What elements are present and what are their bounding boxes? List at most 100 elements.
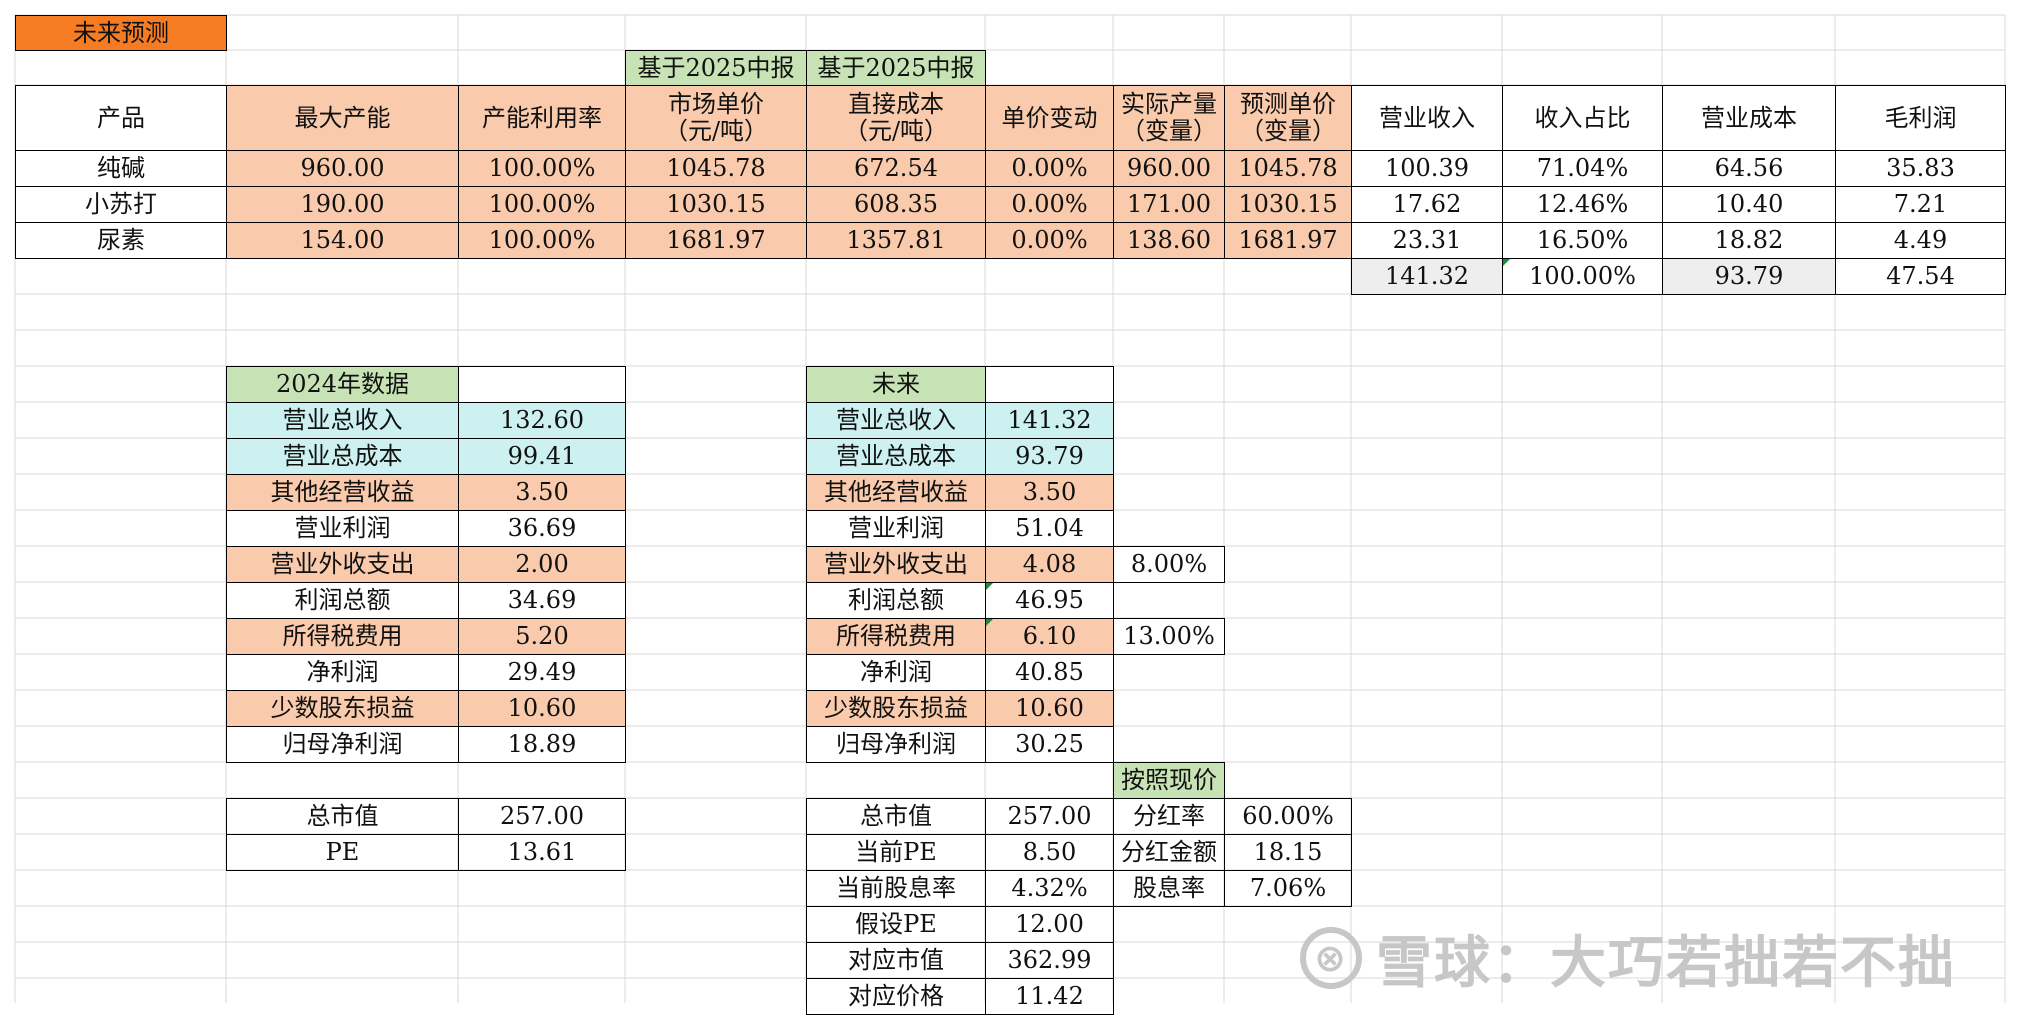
products-header-cell[interactable]: 实际产量 （变量） (1113, 85, 1225, 151)
future-label[interactable]: 营业外收支出 (806, 546, 986, 583)
future-label[interactable]: 归母净利润 (806, 726, 986, 763)
data2024-label[interactable]: 营业外收支出 (226, 546, 459, 583)
products-cell[interactable]: 小苏打 (15, 186, 227, 223)
data2024-value[interactable]: 29.49 (458, 654, 626, 691)
future-valuation-value[interactable]: 362.99 (985, 942, 1114, 979)
products-cell[interactable]: 960.00 (1113, 150, 1225, 187)
products-total-cell[interactable]: 47.54 (1835, 258, 2006, 295)
products-cell[interactable]: 171.00 (1113, 186, 1225, 223)
future-rate[interactable]: 8.00% (1113, 546, 1225, 583)
future-valuation-label[interactable]: 对应价格 (806, 978, 986, 1015)
products-header-cell[interactable]: 直接成本 （元/吨） (806, 85, 986, 151)
products-cell[interactable]: 23.31 (1351, 222, 1503, 259)
data2024-value[interactable]: 36.69 (458, 510, 626, 547)
future-valuation-value[interactable]: 11.42 (985, 978, 1114, 1015)
data2024-valuation-value[interactable]: 257.00 (458, 798, 626, 835)
products-cell[interactable]: 608.35 (806, 186, 986, 223)
future-label[interactable]: 少数股东损益 (806, 690, 986, 727)
products-header-cell[interactable]: 毛利润 (1835, 85, 2006, 151)
future-value[interactable]: 3.50 (985, 474, 1114, 511)
data2024-label[interactable]: 其他经营收益 (226, 474, 459, 511)
products-total-cell[interactable]: 100.00% (1502, 258, 1663, 295)
products-header-cell[interactable]: 营业收入 (1351, 85, 1503, 151)
products-cell[interactable]: 1681.97 (1224, 222, 1352, 259)
future-valuation-value[interactable]: 12.00 (985, 906, 1114, 943)
data2024-value[interactable]: 5.20 (458, 618, 626, 655)
products-cell[interactable]: 尿素 (15, 222, 227, 259)
data2024-value[interactable]: 99.41 (458, 438, 626, 475)
data2024-value[interactable]: 3.50 (458, 474, 626, 511)
future-label[interactable]: 营业总成本 (806, 438, 986, 475)
products-cell[interactable]: 1681.97 (625, 222, 807, 259)
future-rate[interactable]: 13.00% (1113, 618, 1225, 655)
future-title[interactable]: 未来 (806, 366, 986, 403)
products-header-cell[interactable]: 产品 (15, 85, 227, 151)
future-label[interactable]: 其他经营收益 (806, 474, 986, 511)
products-cell[interactable]: 1030.15 (1224, 186, 1352, 223)
data2024-label[interactable]: 归母净利润 (226, 726, 459, 763)
basis-tag[interactable]: 基于2025中报 (625, 50, 807, 86)
future-valuation-label[interactable]: 当前PE (806, 834, 986, 871)
products-cell[interactable]: 100.00% (458, 186, 626, 223)
future-value[interactable]: 6.10 (985, 618, 1114, 655)
products-cell[interactable]: 16.50% (1502, 222, 1663, 259)
products-cell[interactable]: 17.62 (1351, 186, 1503, 223)
future-valuation-value[interactable]: 8.50 (985, 834, 1114, 871)
basis-tag[interactable]: 基于2025中报 (806, 50, 986, 86)
future-label[interactable]: 营业利润 (806, 510, 986, 547)
data2024-value[interactable]: 132.60 (458, 402, 626, 439)
future-valuation-value[interactable]: 4.32% (985, 870, 1114, 907)
future-value[interactable]: 40.85 (985, 654, 1114, 691)
future-valuation-label[interactable]: 当前股息率 (806, 870, 986, 907)
future-value[interactable]: 4.08 (985, 546, 1114, 583)
products-cell[interactable]: 18.82 (1662, 222, 1836, 259)
products-cell[interactable]: 1357.81 (806, 222, 986, 259)
products-cell[interactable]: 64.56 (1662, 150, 1836, 187)
future-title-blank[interactable] (985, 366, 1114, 403)
future-value[interactable]: 10.60 (985, 690, 1114, 727)
future-value[interactable]: 46.95 (985, 582, 1114, 619)
future-label[interactable]: 所得税费用 (806, 618, 986, 655)
dividend-value[interactable]: 18.15 (1224, 834, 1352, 871)
dividend-label[interactable]: 分红率 (1113, 798, 1225, 835)
dividend-label[interactable]: 分红金额 (1113, 834, 1225, 871)
data2024-label[interactable]: 所得税费用 (226, 618, 459, 655)
products-cell[interactable]: 纯碱 (15, 150, 227, 187)
products-cell[interactable]: 0.00% (985, 150, 1114, 187)
products-cell[interactable]: 1030.15 (625, 186, 807, 223)
data2024-valuation-value[interactable]: 13.61 (458, 834, 626, 871)
products-cell[interactable]: 35.83 (1835, 150, 2006, 187)
dividend-value[interactable]: 60.00% (1224, 798, 1352, 835)
products-header-cell[interactable]: 产能利用率 (458, 85, 626, 151)
products-header-cell[interactable]: 营业成本 (1662, 85, 1836, 151)
future-value[interactable]: 141.32 (985, 402, 1114, 439)
data2024-title-blank[interactable] (458, 366, 626, 403)
products-cell[interactable]: 190.00 (226, 186, 459, 223)
products-total-cell[interactable]: 141.32 (1351, 258, 1503, 295)
data2024-label[interactable]: 少数股东损益 (226, 690, 459, 727)
products-header-cell[interactable]: 单价变动 (985, 85, 1114, 151)
dividend-title[interactable]: 按照现价 (1113, 762, 1225, 799)
data2024-title[interactable]: 2024年数据 (226, 366, 459, 403)
data2024-value[interactable]: 2.00 (458, 546, 626, 583)
products-cell[interactable]: 10.40 (1662, 186, 1836, 223)
products-cell[interactable]: 672.54 (806, 150, 986, 187)
data2024-value[interactable]: 18.89 (458, 726, 626, 763)
sheet-title-tag[interactable]: 未来预测 (15, 15, 227, 51)
future-valuation-label[interactable]: 对应市值 (806, 942, 986, 979)
products-cell[interactable]: 4.49 (1835, 222, 2006, 259)
products-cell[interactable]: 154.00 (226, 222, 459, 259)
products-total-cell[interactable]: 93.79 (1662, 258, 1836, 295)
dividend-value[interactable]: 7.06% (1224, 870, 1352, 907)
data2024-valuation-label[interactable]: 总市值 (226, 798, 459, 835)
data2024-value[interactable]: 10.60 (458, 690, 626, 727)
data2024-label[interactable]: 营业总成本 (226, 438, 459, 475)
data2024-value[interactable]: 34.69 (458, 582, 626, 619)
products-cell[interactable]: 0.00% (985, 186, 1114, 223)
products-cell[interactable]: 100.39 (1351, 150, 1503, 187)
future-valuation-value[interactable]: 257.00 (985, 798, 1114, 835)
products-cell[interactable]: 138.60 (1113, 222, 1225, 259)
future-label[interactable]: 营业总收入 (806, 402, 986, 439)
data2024-label[interactable]: 利润总额 (226, 582, 459, 619)
dividend-label[interactable]: 股息率 (1113, 870, 1225, 907)
